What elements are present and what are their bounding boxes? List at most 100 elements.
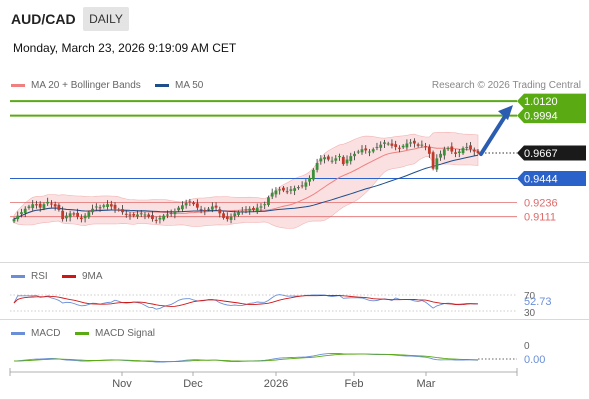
candle-body <box>446 148 450 150</box>
candle-body <box>113 204 117 209</box>
candle <box>154 216 158 224</box>
candle-body <box>349 156 353 162</box>
candle <box>173 208 177 219</box>
candle <box>233 210 237 221</box>
candle <box>454 149 457 158</box>
candle-body <box>76 212 80 217</box>
candle <box>379 141 383 152</box>
candle <box>68 210 72 222</box>
timestamp: Monday, March 23, 2026 9:19:09 AM CET <box>13 41 237 55</box>
candle-body <box>177 207 181 211</box>
candle <box>72 211 76 217</box>
rsi-swatch <box>11 275 25 278</box>
candle-body <box>244 209 248 211</box>
candle <box>278 186 282 195</box>
legend-ma50-label: MA 50 <box>175 80 204 91</box>
candle <box>192 200 196 206</box>
divider <box>0 319 590 320</box>
candle <box>330 156 334 164</box>
candle <box>106 200 109 210</box>
candle <box>128 211 132 220</box>
candle <box>420 140 424 148</box>
candle-body <box>169 212 173 214</box>
candle-body <box>398 147 401 149</box>
timeframe-badge[interactable]: DAILY <box>83 7 129 31</box>
target-arrow-shaft <box>479 111 509 157</box>
candle-body <box>371 149 375 152</box>
x-tick-label: Feb <box>345 378 364 390</box>
candle-body <box>289 189 293 191</box>
candle-body <box>360 149 364 153</box>
candle <box>282 185 285 193</box>
macd-value-label: 0.00 <box>524 354 545 366</box>
candle-body <box>334 158 338 161</box>
candle <box>64 212 68 222</box>
candle-body <box>132 214 136 216</box>
candle-body <box>195 203 199 208</box>
candle <box>285 187 289 195</box>
candle <box>368 149 371 157</box>
candle <box>472 147 476 156</box>
candle <box>356 149 360 154</box>
candle <box>158 215 162 224</box>
rsi-line <box>13 294 479 310</box>
candle-body <box>454 152 457 154</box>
candle <box>289 185 293 195</box>
candle <box>364 145 368 154</box>
candle-body <box>199 209 203 211</box>
candle-body <box>225 216 229 220</box>
legend-ma20: MA 20 + Bollinger Bands <box>11 80 141 91</box>
candle <box>259 203 263 211</box>
candle <box>244 206 248 214</box>
resistance-level-tag <box>517 108 586 124</box>
candle-body <box>300 185 304 187</box>
candle <box>23 206 27 218</box>
credit-text: Research © 2026 Trading Central <box>431 80 581 91</box>
candle <box>323 154 326 164</box>
candle <box>255 203 259 215</box>
candle <box>398 145 401 153</box>
candle <box>446 146 450 151</box>
candle <box>162 213 166 222</box>
candle-body <box>72 213 76 215</box>
candle <box>394 140 398 151</box>
candle <box>143 211 147 220</box>
candle <box>203 207 207 216</box>
candle <box>371 147 375 154</box>
candle <box>229 213 233 224</box>
candle <box>124 210 128 218</box>
x-tick-label: 2026 <box>264 378 288 390</box>
candle <box>98 204 102 212</box>
candle <box>267 195 270 207</box>
candle-body <box>79 217 83 220</box>
candle <box>46 197 50 206</box>
candle-body <box>472 150 476 152</box>
candle-body <box>282 187 285 191</box>
candle-body <box>180 205 184 210</box>
minor-level-label: 0.9236 <box>524 197 558 209</box>
candle <box>136 210 139 219</box>
candle <box>79 214 83 223</box>
candle <box>35 200 38 209</box>
candle-body <box>222 213 225 218</box>
candle <box>341 155 345 166</box>
candle-body <box>368 151 371 153</box>
candle-body <box>229 216 233 220</box>
candle <box>177 205 181 212</box>
candle <box>42 202 46 211</box>
candle-body <box>210 206 214 210</box>
candle <box>383 139 386 148</box>
candle-body <box>442 149 446 156</box>
candle-body <box>218 209 222 214</box>
candle-body <box>166 214 169 216</box>
legend-rsi-ma: 9MA <box>62 271 103 282</box>
candle-body <box>431 152 435 169</box>
candle-body <box>263 204 267 206</box>
legend-macd-signal: MACD Signal <box>75 328 155 339</box>
candle-body <box>68 213 72 218</box>
candle <box>169 209 173 217</box>
candle-body <box>214 205 218 208</box>
candle-body <box>203 209 207 212</box>
candle <box>353 151 356 161</box>
macd-signal-line <box>14 353 479 363</box>
